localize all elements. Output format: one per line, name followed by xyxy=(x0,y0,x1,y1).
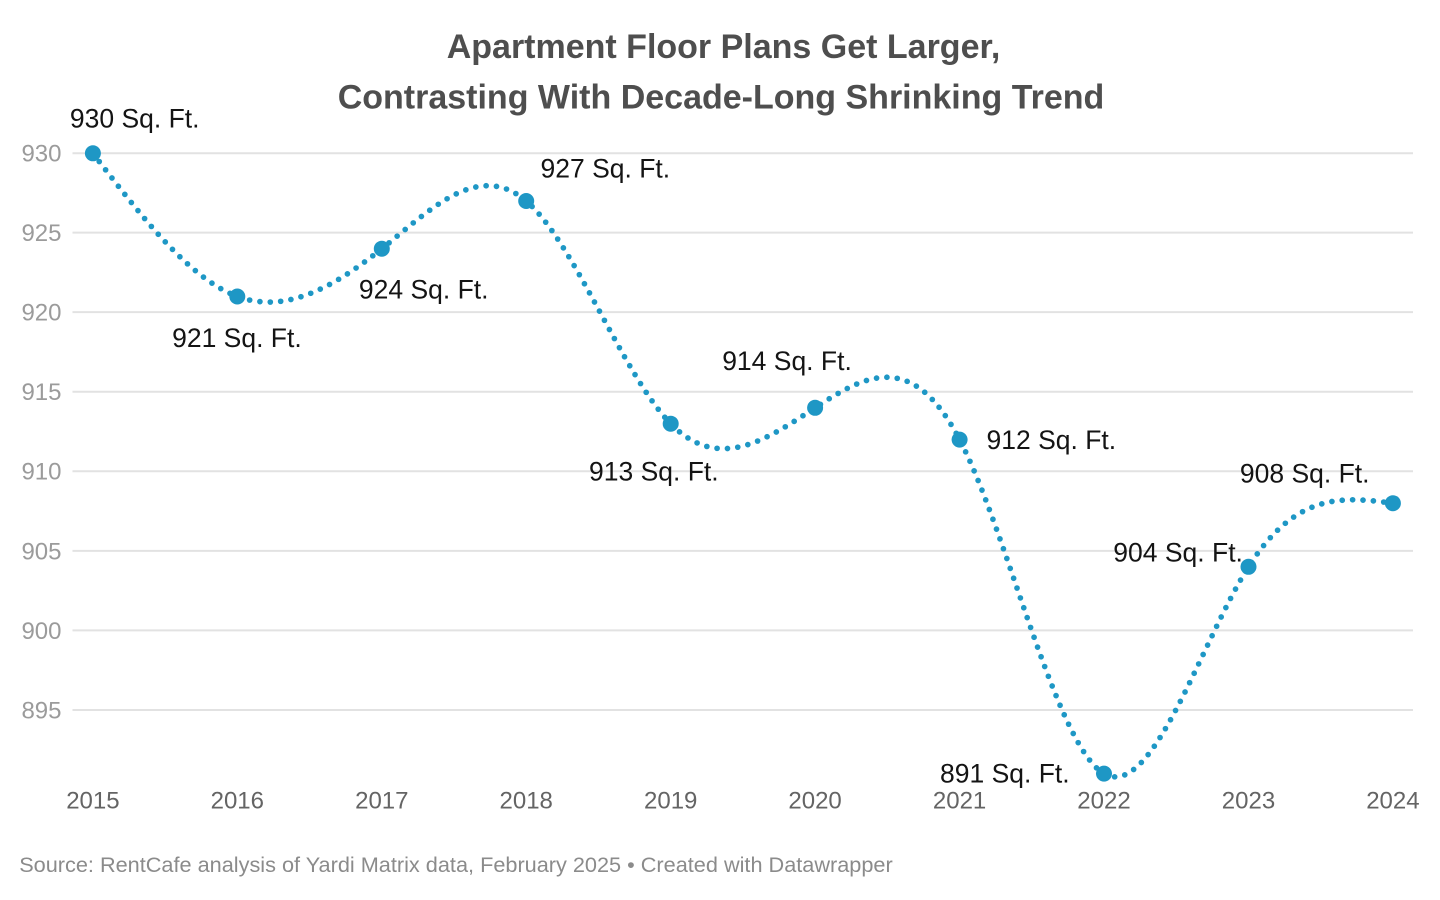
svg-text:913 Sq. Ft.: 913 Sq. Ft. xyxy=(589,457,719,487)
svg-text:910: 910 xyxy=(21,459,61,486)
svg-text:915: 915 xyxy=(21,379,61,406)
svg-text:925: 925 xyxy=(21,220,61,247)
svg-text:905: 905 xyxy=(21,538,61,565)
svg-text:2018: 2018 xyxy=(500,787,553,814)
svg-text:2020: 2020 xyxy=(788,787,841,814)
svg-text:912 Sq. Ft.: 912 Sq. Ft. xyxy=(987,425,1117,455)
svg-text:930: 930 xyxy=(21,141,61,168)
svg-text:914 Sq. Ft.: 914 Sq. Ft. xyxy=(722,346,852,376)
svg-text:927 Sq. Ft.: 927 Sq. Ft. xyxy=(541,154,671,184)
svg-text:2016: 2016 xyxy=(211,787,264,814)
svg-text:900: 900 xyxy=(21,618,61,645)
svg-text:2021: 2021 xyxy=(933,787,986,814)
svg-text:921 Sq. Ft.: 921 Sq. Ft. xyxy=(172,323,302,353)
svg-text:2023: 2023 xyxy=(1222,787,1275,814)
svg-text:2024: 2024 xyxy=(1366,787,1419,814)
svg-text:Apartment Floor Plans Get Larg: Apartment Floor Plans Get Larger, xyxy=(447,28,1001,66)
svg-text:908 Sq. Ft.: 908 Sq. Ft. xyxy=(1240,459,1370,489)
svg-text:Source: RentCafe analysis of Y: Source: RentCafe analysis of Yardi Matri… xyxy=(19,852,893,877)
svg-text:930 Sq. Ft.: 930 Sq. Ft. xyxy=(70,104,200,134)
svg-text:2015: 2015 xyxy=(66,787,119,814)
svg-text:924 Sq. Ft.: 924 Sq. Ft. xyxy=(359,275,489,305)
svg-text:891 Sq. Ft.: 891 Sq. Ft. xyxy=(940,758,1070,788)
svg-text:904 Sq. Ft.: 904 Sq. Ft. xyxy=(1113,538,1243,568)
svg-text:895: 895 xyxy=(21,697,61,724)
svg-text:2019: 2019 xyxy=(644,787,697,814)
svg-text:920: 920 xyxy=(21,300,61,327)
svg-text:2017: 2017 xyxy=(355,787,408,814)
svg-text:2022: 2022 xyxy=(1077,787,1130,814)
svg-text:Contrasting With Decade-Long S: Contrasting With Decade-Long Shrinking T… xyxy=(338,78,1105,116)
